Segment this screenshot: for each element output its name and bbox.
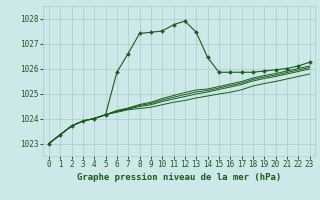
X-axis label: Graphe pression niveau de la mer (hPa): Graphe pression niveau de la mer (hPa) <box>77 173 281 182</box>
